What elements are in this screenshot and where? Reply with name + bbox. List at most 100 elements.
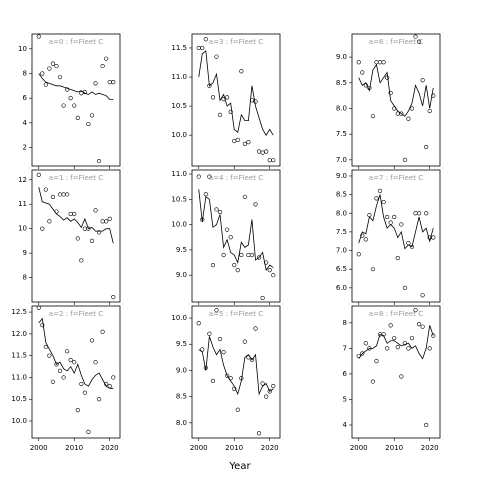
- point: [207, 174, 212, 179]
- point: [235, 268, 240, 273]
- point: [203, 192, 208, 197]
- x-axis-label: Year: [228, 461, 251, 472]
- point: [409, 244, 415, 249]
- panel-frame: [191, 169, 281, 303]
- trend-line: [198, 189, 274, 272]
- point: [86, 226, 91, 231]
- point: [43, 344, 48, 350]
- point: [271, 158, 276, 163]
- y-tick-label: 7.0: [336, 156, 347, 164]
- y-tick-label: 10.0: [171, 221, 187, 229]
- point: [107, 216, 112, 221]
- point: [104, 381, 109, 387]
- x-tick-label: 2000: [190, 444, 208, 452]
- panel-title: a=6 : f=Fleet C: [369, 38, 423, 46]
- y-tick-label: 8.0: [336, 104, 347, 112]
- point: [86, 429, 91, 435]
- point: [214, 54, 219, 59]
- point: [370, 114, 376, 119]
- point: [246, 140, 251, 145]
- point: [402, 157, 407, 162]
- point: [104, 56, 109, 61]
- point: [385, 214, 390, 220]
- point: [72, 211, 77, 217]
- y-tick-label: 10.0: [171, 314, 187, 322]
- point: [89, 113, 95, 118]
- point: [239, 69, 244, 74]
- point: [221, 252, 226, 258]
- point: [239, 252, 244, 258]
- point: [427, 108, 432, 114]
- y-tick-label: 8.5: [176, 393, 187, 401]
- point: [256, 431, 262, 436]
- y-tick-label: 8: [23, 274, 27, 282]
- point: [413, 34, 418, 39]
- panel-frame: [191, 305, 281, 439]
- point: [65, 192, 70, 197]
- point: [72, 360, 77, 365]
- point: [36, 305, 41, 310]
- point: [72, 103, 77, 108]
- point: [65, 349, 70, 354]
- point: [57, 368, 63, 374]
- point: [217, 209, 223, 215]
- point: [253, 99, 258, 104]
- y-tick-label: 11.0: [11, 373, 27, 381]
- point: [225, 227, 230, 232]
- point: [207, 331, 212, 336]
- y-tick-label: 8: [23, 69, 27, 77]
- point: [107, 384, 112, 389]
- point: [61, 103, 66, 108]
- point: [200, 45, 205, 51]
- panel-frame: [351, 169, 441, 303]
- panel-frame: [351, 305, 441, 439]
- panel-title: a=3 : f=Fleet C: [209, 38, 263, 46]
- point: [50, 61, 56, 66]
- point: [89, 238, 95, 243]
- x-tick-label: 2020: [261, 444, 279, 452]
- y-tick-label: 8.5: [336, 191, 347, 199]
- y-tick-label: 8.0: [176, 419, 187, 427]
- y-tick-label: 12.0: [11, 330, 27, 338]
- y-tick-label: 11.5: [171, 44, 187, 52]
- point: [47, 66, 52, 71]
- point: [431, 235, 436, 240]
- point: [235, 407, 240, 412]
- point: [93, 360, 98, 365]
- point: [50, 194, 56, 199]
- point: [96, 230, 102, 235]
- point: [374, 359, 379, 364]
- y-tick-label: 11.0: [171, 170, 187, 178]
- point: [43, 187, 48, 192]
- point: [54, 63, 59, 69]
- y-tick-label: 7.5: [336, 228, 347, 236]
- panel-frame: [31, 33, 121, 167]
- point: [210, 95, 216, 100]
- point: [93, 208, 98, 213]
- panel-title: a=8 : f=Fleet C: [369, 310, 423, 318]
- point: [75, 115, 80, 120]
- point: [246, 355, 251, 360]
- point: [104, 219, 109, 224]
- point: [210, 262, 216, 268]
- point: [111, 80, 116, 85]
- y-tick-label: 11.5: [11, 352, 27, 360]
- point: [399, 222, 404, 227]
- x-tick-label: 2010: [65, 444, 83, 452]
- panel-title: a=5 : f=Fleet C: [209, 310, 263, 318]
- point: [214, 308, 219, 313]
- point: [367, 213, 372, 218]
- point: [374, 196, 379, 201]
- panel-title: a=7 : f=Fleet C: [369, 174, 423, 182]
- point: [200, 217, 205, 222]
- panel-title: a=4 : f=Fleet C: [209, 174, 263, 182]
- y-tick-label: 9.0: [176, 366, 187, 374]
- y-tick-label: 7: [343, 344, 347, 352]
- point: [228, 376, 233, 381]
- point: [89, 338, 95, 343]
- y-tick-label: 4: [343, 421, 348, 429]
- point: [47, 353, 52, 358]
- point: [363, 237, 368, 242]
- point: [388, 323, 393, 328]
